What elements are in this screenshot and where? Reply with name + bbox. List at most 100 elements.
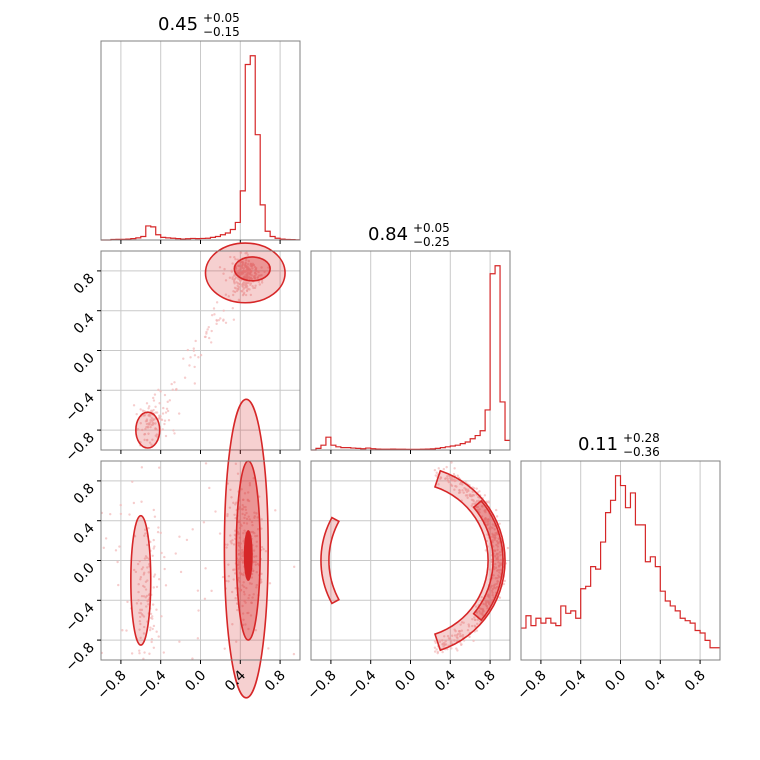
sample-point [147, 527, 150, 530]
sample-point [155, 608, 158, 611]
sample-point [242, 540, 245, 543]
sample-point [246, 253, 249, 256]
scatter-panel-param-2-vs-param-3: −0.8 −0.4 0.0 0.4 0.8 [304, 460, 511, 703]
sample-point [446, 634, 450, 638]
sample-point [466, 488, 470, 491]
sample-point [102, 546, 105, 550]
sample-point [244, 293, 248, 297]
sample-point [217, 319, 221, 322]
sample-point [243, 492, 247, 495]
sample-point [468, 635, 471, 639]
sample-point [456, 474, 459, 477]
sample-point [178, 640, 181, 643]
sample-point [450, 634, 454, 637]
sample-point [442, 467, 446, 471]
sample-point [244, 261, 247, 265]
confidence-region-core [243, 530, 253, 581]
sample-point [252, 593, 255, 596]
histogram-panel-param-2 [310, 250, 511, 454]
sample-point [292, 565, 296, 569]
sample-point [260, 518, 263, 521]
sample-point [164, 434, 168, 438]
confidence-region-outer [130, 514, 152, 646]
x-tick-label: −0.4 [344, 667, 379, 702]
sample-point [163, 567, 166, 571]
title-2-plus: +0.05 [413, 221, 450, 235]
sample-point [494, 577, 497, 580]
sample-point [486, 523, 489, 527]
sample-point [249, 293, 253, 297]
sample-point [484, 510, 487, 514]
sample-point [470, 495, 473, 498]
sample-point [255, 555, 258, 558]
grid [120, 41, 281, 240]
sample-point [242, 590, 246, 594]
sample-point [465, 490, 469, 494]
sample-point [118, 545, 121, 548]
sample-point [153, 515, 157, 518]
sample-point [443, 643, 447, 646]
sample-point [145, 556, 149, 559]
sample-point [232, 280, 236, 284]
sample-point [251, 267, 254, 270]
sample-point [464, 488, 467, 492]
y-tick-label: 0.8 [71, 270, 98, 297]
sample-point [148, 628, 152, 632]
sample-point [493, 554, 497, 557]
sample-point [233, 533, 237, 537]
sample-point [250, 520, 254, 524]
sample-point [175, 387, 178, 391]
sample-point [449, 483, 453, 486]
sample-point [145, 422, 149, 426]
sample-point [441, 650, 444, 654]
sample-point [241, 272, 245, 275]
sample-point [471, 617, 474, 621]
sample-point [478, 620, 482, 623]
sample-point [243, 593, 246, 596]
sample-point [157, 635, 160, 638]
sample-point [210, 589, 213, 593]
sample-point [152, 418, 155, 421]
sample-point [458, 635, 462, 638]
sample-point [467, 623, 470, 626]
sample-point [481, 609, 485, 612]
sample-point [139, 578, 142, 581]
sample-point [485, 500, 488, 503]
sample-point [234, 587, 237, 590]
sample-point [224, 321, 228, 324]
sample-point [141, 428, 144, 432]
sample-point [245, 272, 249, 275]
sample-point [197, 609, 200, 612]
sample-point [466, 496, 469, 499]
x-tick-label: −0.8 [94, 668, 129, 703]
sample-point [234, 516, 237, 520]
grid [540, 461, 701, 660]
sample-point [215, 301, 219, 304]
sample-point [231, 277, 234, 281]
sample-point [207, 325, 210, 329]
sample-point [114, 549, 118, 552]
sample-point [487, 594, 491, 597]
sample-point [218, 266, 222, 269]
sample-point [227, 295, 230, 298]
sample-point [155, 585, 159, 589]
sample-point [192, 347, 195, 350]
x-tick-label: 0.4 [642, 667, 669, 694]
sample-point [483, 494, 487, 497]
sample-point [194, 339, 197, 343]
sample-point [450, 461, 453, 464]
sample-point [174, 552, 177, 555]
sample-point [479, 612, 482, 615]
sample-point [213, 313, 216, 316]
sample-point [247, 287, 250, 291]
sample-point [241, 498, 245, 501]
sample-point [237, 552, 241, 556]
sample-point [240, 488, 243, 491]
sample-point [497, 565, 501, 568]
sample-point [232, 543, 236, 546]
sample-point [245, 251, 248, 255]
sample-points [132, 251, 271, 449]
sample-point [226, 543, 229, 546]
x-tick-label: −0.4 [554, 667, 589, 702]
sample-point [446, 475, 449, 478]
